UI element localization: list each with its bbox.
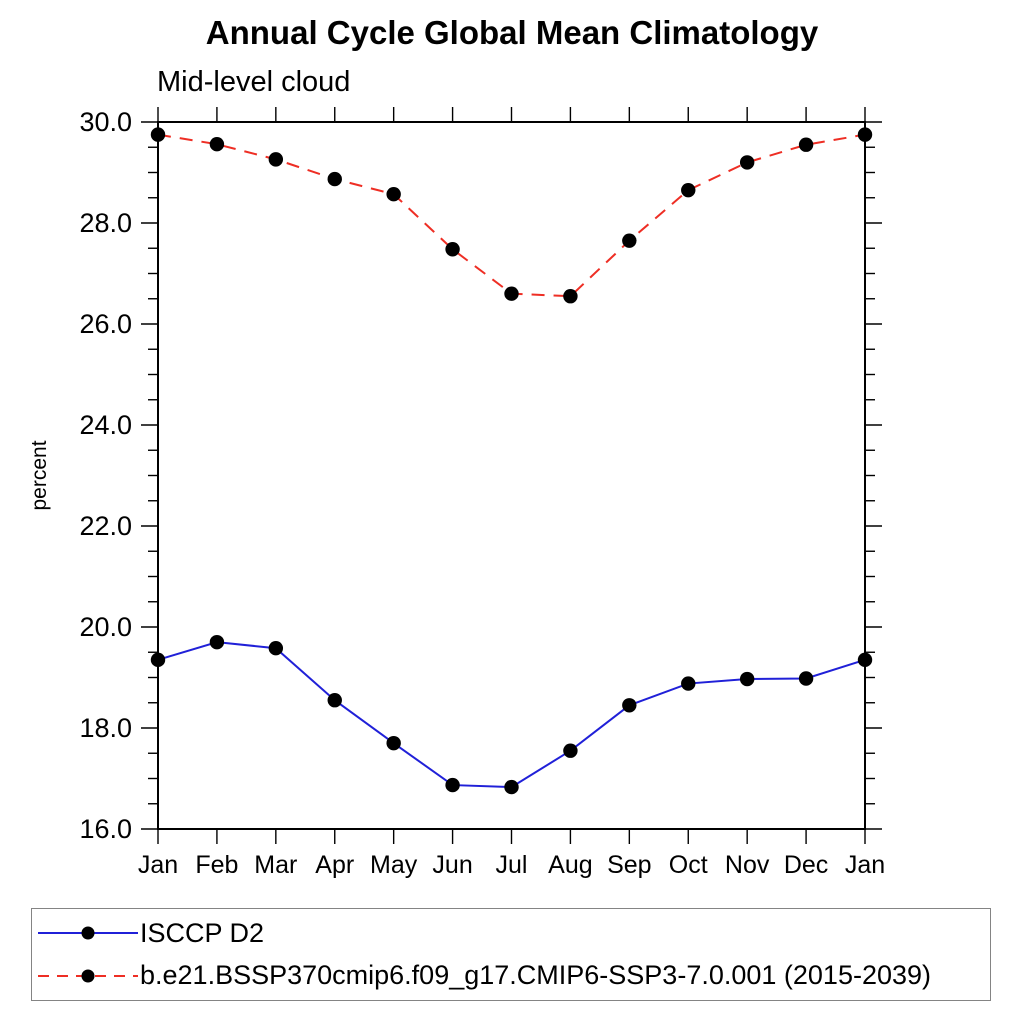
x-tick-label: Sep [607,851,651,879]
y-tick-label: 30.0 [79,107,132,137]
data-point-series-1 [857,127,873,142]
data-point-series-1 [386,187,401,202]
data-point-series-1 [209,137,225,152]
chart-subtitle: Mid-level cloud [157,66,351,98]
data-point-series-0 [622,698,637,713]
data-point-series-1 [504,286,519,301]
x-tick-label: Mar [254,851,297,879]
data-point-series-0 [563,743,578,758]
x-tick-label: May [370,851,418,879]
y-tick-label: 18.0 [79,713,132,743]
data-point-series-0 [681,676,696,691]
x-tick-label: Jun [432,851,472,879]
data-point-series-1 [681,182,696,198]
legend-line-sample-dashed [38,969,138,983]
x-tick-label: Dec [784,851,828,879]
data-point-series-1 [622,233,637,248]
y-tick-label: 28.0 [79,208,132,238]
data-point-series-0 [150,652,166,668]
data-point-series-1 [445,242,460,257]
legend-item-isccp-d2: ISCCP D2 [36,913,990,953]
x-tick-label: Jan [845,851,885,879]
legend-box: ISCCP D2 b.e21.BSSP370cmip6.f09_g17.CMIP… [31,908,991,1001]
data-point-series-0 [386,735,401,751]
data-point-series-0 [739,671,755,687]
data-point-series-0 [798,671,814,686]
x-tick-label: Feb [195,851,238,879]
legend-line-sample-solid [38,926,138,940]
data-point-series-1 [327,171,342,187]
data-point-series-0 [209,634,225,650]
legend-label: b.e21.BSSP370cmip6.f09_g17.CMIP6-SSP3-7.… [140,960,932,991]
data-point-series-1 [739,155,755,170]
y-tick-label: 26.0 [79,309,132,339]
legend-label: ISCCP D2 [140,917,265,948]
chart-title: Annual Cycle Global Mean Climatology [205,14,819,51]
x-tick-label: Apr [315,851,354,879]
data-point-series-0 [857,652,873,668]
y-tick-label: 16.0 [79,814,132,844]
data-point-series-0 [268,641,284,656]
x-tick-label: Jan [138,851,178,879]
data-point-series-0 [327,693,342,708]
data-point-series-1 [268,152,284,167]
x-tick-label: Aug [548,851,592,879]
data-point-series-0 [445,777,460,793]
y-tick-label: 24.0 [79,410,132,440]
data-point-series-1 [150,127,166,142]
data-point-series-0 [504,779,519,795]
y-axis-label: percent [28,440,51,510]
legend-item-model-run: b.e21.BSSP370cmip6.f09_g17.CMIP6-SSP3-7.… [36,956,990,996]
x-tick-label: Nov [725,851,770,879]
plot-area: Jan Feb Mar Apr May Jun Jul Aug Sep Oct Nov Dec Jan1… [28,107,885,879]
x-tick-label: Oct [669,851,708,879]
data-point-series-1 [798,137,814,152]
plot-box [157,121,866,830]
x-tick-label: Jul [496,851,528,879]
data-point-series-1 [563,289,578,304]
series-line-0 [157,641,866,789]
y-tick-label: 20.0 [79,612,132,642]
y-tick-label: 22.0 [79,511,132,541]
series-line-1 [157,133,866,298]
